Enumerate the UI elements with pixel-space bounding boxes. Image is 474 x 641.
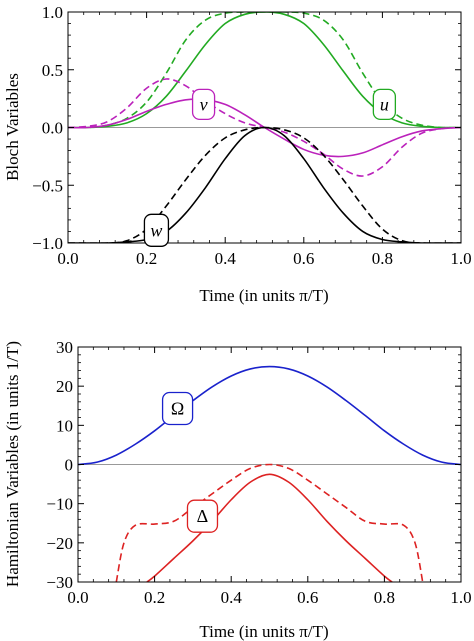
hamiltonian-y-tick-label: 10 bbox=[56, 416, 73, 435]
hamiltonian-x-tick-label: 0.4 bbox=[221, 588, 243, 607]
hamiltonian-curve-label-text: Δ bbox=[197, 506, 209, 526]
bloch-series-u-solid bbox=[68, 12, 461, 129]
bloch-y-tick-label: −0.5 bbox=[32, 176, 63, 195]
hamiltonian-series-layer bbox=[78, 365, 461, 582]
bloch-curve-label-text: v bbox=[200, 94, 208, 114]
hamiltonian-curve-label: Ω bbox=[161, 391, 194, 426]
bloch-x-tick-label: 1.0 bbox=[450, 249, 471, 268]
hamiltonian-x-tick-label: 0.8 bbox=[374, 588, 395, 607]
bloch-series-w-solid bbox=[68, 126, 461, 243]
hamiltonian-y-tick-label: 0 bbox=[65, 456, 74, 475]
hamiltonian-y-axis-label: Hamiltonian Variables (in units 1/T) bbox=[3, 341, 22, 587]
hamiltonian-ticks: 0.0 0.2 0.4 0.6 0.8 1.0 −30 −20 −10 0 10 20 30 bbox=[46, 338, 471, 607]
hamiltonian-x-tick-label: 0.6 bbox=[297, 588, 318, 607]
hamiltonian-series-delta-solid bbox=[146, 473, 393, 582]
bloch-x-tick-label: 0.2 bbox=[136, 249, 157, 268]
hamiltonian-y-tick-label: −10 bbox=[46, 495, 73, 514]
bloch-curve-labels: u v w bbox=[143, 88, 397, 247]
hamiltonian-series-omega bbox=[78, 365, 461, 466]
bloch-y-tick-label: 1.0 bbox=[42, 3, 63, 22]
hamiltonian-y-tick-label: −20 bbox=[46, 534, 73, 553]
hamiltonian-y-tick-label: 20 bbox=[56, 377, 73, 396]
bloch-series-layer bbox=[68, 12, 461, 243]
bloch-series-u-dashed bbox=[68, 12, 461, 129]
hamiltonian-x-tick-label: 0.0 bbox=[67, 588, 88, 607]
hamiltonian-curve-label-text: Ω bbox=[171, 398, 184, 418]
hamiltonian-x-tick-label: 1.0 bbox=[450, 588, 471, 607]
hamiltonian-series-delta-dashed bbox=[115, 463, 424, 582]
bloch-curve-label-text: u bbox=[380, 94, 389, 114]
bloch-curve-label: v bbox=[191, 88, 216, 121]
bloch-y-tick-label: −1.0 bbox=[32, 234, 63, 253]
bloch-y-axis-label: Bloch Variables bbox=[3, 73, 22, 181]
hamiltonian-curve-label: Δ bbox=[186, 499, 219, 533]
bloch-series-w-dashed bbox=[68, 126, 461, 243]
bloch-y-tick-label: 0.5 bbox=[42, 61, 63, 80]
hamiltonian-x-axis-label: Time (in units π/T) bbox=[199, 622, 328, 641]
bloch-curve-label: w bbox=[143, 213, 170, 247]
bloch-x-tick-label: 0.4 bbox=[215, 249, 237, 268]
bloch-curve-label: u bbox=[372, 88, 397, 121]
hamiltonian-y-tick-label: −30 bbox=[46, 573, 73, 592]
hamiltonian-x-tick-label: 0.2 bbox=[144, 588, 165, 607]
bloch-ticks: 0.0 0.2 0.4 0.6 0.8 1.0 −1.0 −0.5 0.0 0.5 1.0 bbox=[32, 3, 471, 268]
bloch-variables-panel: 0.0 0.2 0.4 0.6 0.8 1.0−1.0−0.50.00.51.0 uvw … bbox=[3, 3, 472, 305]
bloch-x-tick-label: 0.0 bbox=[57, 249, 78, 268]
bloch-x-tick-label: 0.8 bbox=[372, 249, 393, 268]
hamiltonian-y-tick-label: 30 bbox=[56, 338, 73, 357]
bloch-x-tick-label: 0.6 bbox=[293, 249, 314, 268]
bloch-x-axis-label: Time (in units π/T) bbox=[199, 286, 328, 305]
bloch-curve-label-text: w bbox=[150, 220, 162, 240]
bloch-y-tick-label: 0.0 bbox=[42, 119, 63, 138]
hamiltonian-curve-labels: ΩΔ bbox=[161, 391, 219, 533]
